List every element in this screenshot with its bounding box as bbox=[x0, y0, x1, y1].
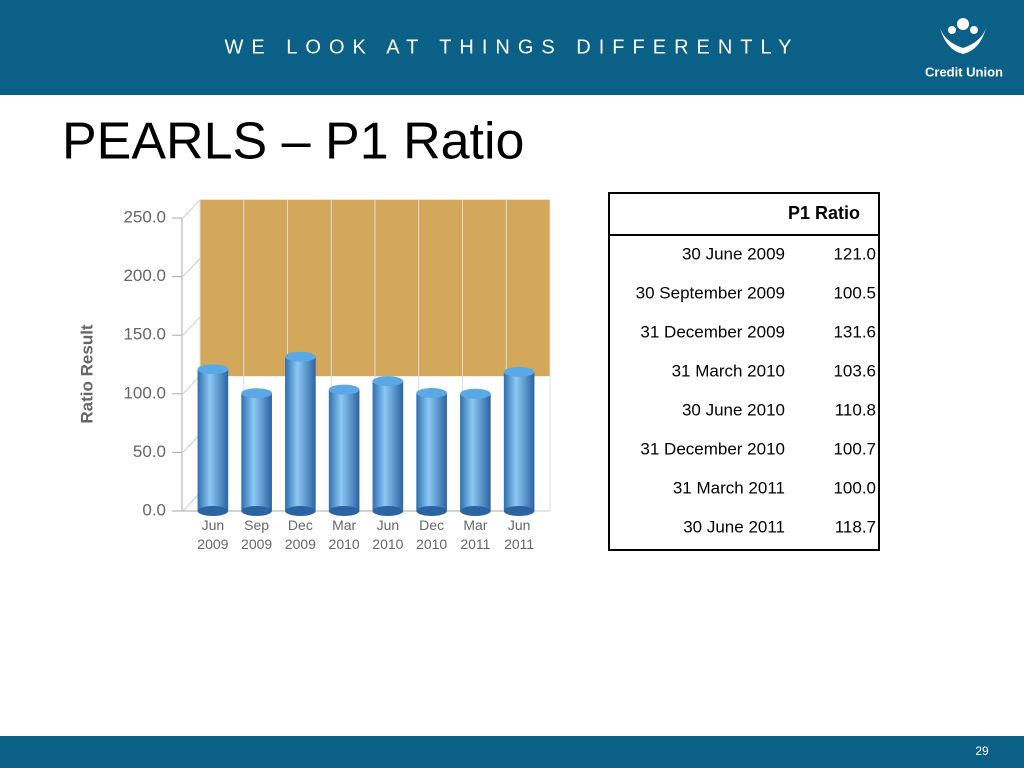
table-date: 30 June 2009 bbox=[682, 244, 785, 263]
y-axis-label: Ratio Result bbox=[77, 324, 96, 424]
bar-base bbox=[241, 506, 272, 516]
table-date: 30 June 2011 bbox=[683, 517, 785, 536]
bar bbox=[372, 381, 404, 511]
bar-base bbox=[416, 506, 447, 516]
table-date: 31 December 2010 bbox=[640, 439, 785, 458]
bar-cap bbox=[460, 388, 491, 399]
x-tick-label-line: 2010 bbox=[372, 536, 403, 552]
bar-cap bbox=[197, 364, 229, 375]
bar-base bbox=[285, 506, 316, 516]
y-tick-label: 150.0 bbox=[123, 325, 166, 344]
grid-line bbox=[182, 316, 201, 336]
y-tick-label: 100.0 bbox=[123, 383, 166, 402]
y-tick-label: 0.0 bbox=[142, 500, 166, 519]
table-value: 100.0 bbox=[833, 478, 876, 497]
bar bbox=[503, 371, 535, 511]
x-tick-label-line: Mar bbox=[463, 517, 487, 533]
x-tick-label-line: 2010 bbox=[416, 536, 447, 552]
grid-line bbox=[182, 434, 201, 453]
x-tick-label-line: Dec bbox=[288, 517, 313, 533]
x-tick-label: Sep 2009 bbox=[241, 517, 272, 552]
table-date: 31 December 2009 bbox=[640, 322, 785, 341]
x-tick-label-line: Mar bbox=[332, 517, 356, 533]
x-tick-label: Dec 2010 bbox=[416, 517, 447, 552]
grid-line bbox=[182, 375, 201, 395]
bar-cap bbox=[503, 366, 535, 377]
y-tick-label: 200.0 bbox=[123, 266, 166, 285]
slide-title: PEARLS – P1 Ratio bbox=[62, 113, 524, 171]
x-tick-label-line: 2011 bbox=[504, 536, 534, 552]
x-tick-label-line: Sep bbox=[244, 517, 269, 533]
table-value: 118.7 bbox=[835, 517, 876, 536]
y-tick-label: 50.0 bbox=[133, 442, 166, 461]
table-value: 100.7 bbox=[833, 439, 876, 458]
x-tick-label-line: 2010 bbox=[329, 536, 360, 552]
x-tick-label: Jun 2010 bbox=[372, 517, 403, 552]
y-tick-label: 250.0 bbox=[123, 207, 166, 226]
bar-base bbox=[503, 506, 535, 516]
x-tick-label: Jun 2011 bbox=[504, 517, 534, 552]
x-tick-label-line: 2009 bbox=[241, 536, 272, 552]
table-date: 31 March 2011 bbox=[673, 478, 785, 497]
x-tick-label-line: 2011 bbox=[460, 536, 490, 552]
x-tick-label: Mar 2011 bbox=[460, 517, 490, 552]
bar-base bbox=[460, 506, 491, 516]
x-tick-label-line: 2009 bbox=[197, 536, 228, 552]
table-value: 100.5 bbox=[833, 283, 876, 302]
bar-base bbox=[328, 506, 360, 516]
page-number: 29 bbox=[975, 744, 989, 758]
table-value: 110.8 bbox=[835, 400, 876, 419]
x-tick-label: Dec 2009 bbox=[285, 517, 316, 552]
table-value: 121.0 bbox=[833, 244, 876, 263]
grid-line bbox=[182, 199, 201, 219]
x-tick-label-line: 2009 bbox=[285, 536, 316, 552]
bar-cap bbox=[416, 387, 447, 398]
x-tick-label: Mar 2010 bbox=[329, 517, 360, 552]
bar bbox=[416, 392, 447, 511]
bar-base bbox=[197, 506, 229, 516]
x-tick-label-line: Jun bbox=[508, 517, 531, 533]
bar-cap bbox=[285, 351, 316, 362]
x-tick-label-line: Jun bbox=[377, 517, 400, 533]
table-value: 131.6 bbox=[833, 322, 876, 341]
bar bbox=[241, 393, 272, 511]
grid-line bbox=[182, 258, 201, 277]
bar bbox=[328, 389, 360, 511]
tagline: WE LOOK AT THINGS DIFFERENTLY bbox=[224, 36, 799, 58]
bar-cap bbox=[241, 388, 272, 399]
header-bar bbox=[0, 0, 1024, 95]
table: P1 Ratio 30 June 2009 121.0 30 September 2… bbox=[608, 192, 880, 551]
x-tick-label: Jun 2009 bbox=[197, 517, 228, 552]
x-tick-label-line: Dec bbox=[419, 517, 444, 533]
bar bbox=[285, 356, 316, 511]
logo: Credit Union bbox=[925, 18, 1003, 79]
bar-cap bbox=[328, 384, 360, 395]
bar bbox=[460, 393, 491, 511]
table-value: 103.6 bbox=[833, 361, 876, 380]
bar bbox=[197, 369, 229, 511]
bar-cap bbox=[372, 376, 404, 387]
grid-line bbox=[182, 492, 201, 512]
footer-bar bbox=[0, 736, 1024, 768]
table-header: P1 Ratio bbox=[788, 203, 860, 223]
bar-base bbox=[372, 506, 404, 516]
table-border bbox=[608, 192, 880, 551]
table-date: 30 September 2009 bbox=[636, 283, 785, 302]
logo-text: Credit Union bbox=[925, 64, 1003, 79]
table-date: 30 June 2010 bbox=[682, 400, 785, 419]
table-date: 31 March 2010 bbox=[672, 361, 785, 380]
x-tick-label-line: Jun bbox=[202, 517, 225, 533]
